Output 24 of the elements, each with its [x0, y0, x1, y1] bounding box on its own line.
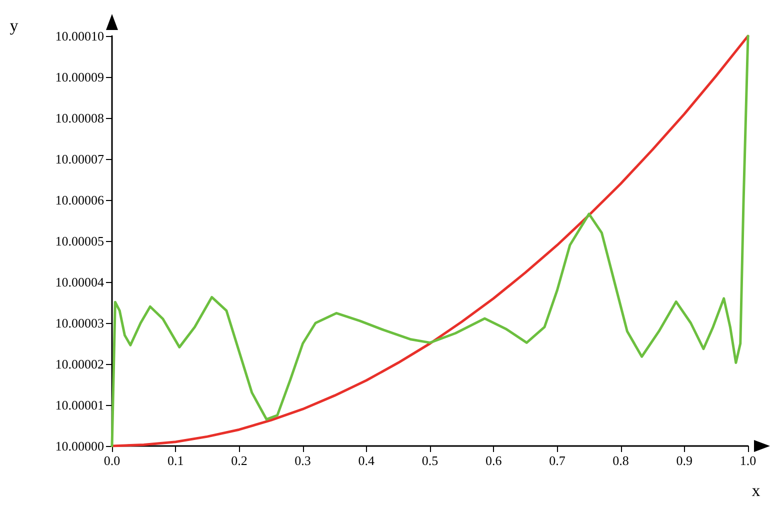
y-tick-label: 10.00004 — [55, 274, 104, 290]
x-tick-label: 0.1 — [167, 453, 184, 468]
x-tick-label: 0.3 — [294, 453, 311, 468]
y-tick-label: 10.00010 — [55, 28, 104, 44]
y-tick-label: 10.00000 — [55, 438, 104, 454]
y-tick-label: 10.00007 — [55, 152, 104, 166]
y-tick-label: 10.00005 — [55, 234, 104, 248]
x-tick-label: 0.8 — [612, 453, 629, 468]
x-tick-label: 0.5 — [422, 453, 438, 468]
x-tick-label: 0.2 — [231, 453, 248, 468]
x-tick-label: 0.6 — [485, 453, 502, 468]
x-tick-label: 0.0 — [104, 453, 120, 468]
y-axis-title: y — [10, 16, 19, 35]
y-tick-label: 10.00001 — [55, 398, 104, 412]
x-tick-label: 0.7 — [549, 453, 566, 468]
y-tick-label: 10.00008 — [55, 110, 104, 126]
x-tick-label: 0.4 — [358, 453, 376, 468]
x-tick-label: 1.0 — [740, 453, 756, 468]
y-tick-label: 10.00002 — [55, 356, 104, 372]
y-tick-label: 10.00009 — [55, 70, 104, 84]
x-axis-title: x — [752, 481, 761, 500]
y-tick-label: 10.00006 — [55, 192, 104, 208]
x-tick-label: 0.9 — [676, 453, 693, 468]
y-tick-label: 10.00003 — [55, 316, 104, 330]
